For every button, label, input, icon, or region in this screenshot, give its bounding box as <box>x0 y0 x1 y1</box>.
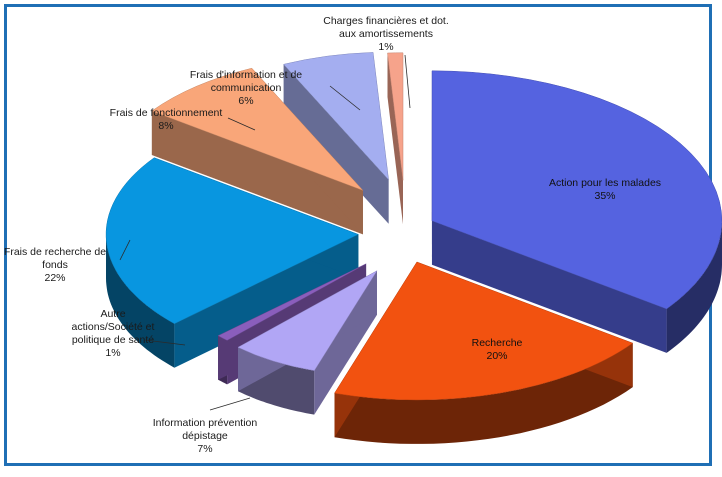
slice-action-pour-les-malades <box>431 70 722 310</box>
label-line: Recherche <box>472 337 523 349</box>
slice-rim-recherche <box>334 343 633 444</box>
label-action-pour-les-malades: Action pour les malades 35% <box>549 177 661 202</box>
label-frais-de-fonctionnement: Frais de fonctionnement 8% <box>110 107 223 132</box>
slice-charges-financieres-et-dot-aux-amortissements <box>387 52 404 181</box>
slice-rim-frais-de-recherche-de-fonds <box>106 234 175 368</box>
slice-tops <box>105 52 722 401</box>
leader-charges-financieres-et-dot-aux-amortissements <box>404 54 411 109</box>
label-line: 8% <box>158 120 173 132</box>
leader-frais-d-information-et-de-communication <box>329 85 361 111</box>
leader-information-prevention-depistage <box>209 397 251 411</box>
label-autre-actions-societe-et-politique-de-sante: Autre actions/Société et politique de sant… <box>72 308 155 359</box>
slice-frais-d-information-et-de-communication <box>283 52 389 181</box>
label-frais-de-recherche-de-fonds: Frais de recherche de fonds 22% <box>4 246 106 284</box>
label-line: 1% <box>105 347 120 359</box>
slice-wall-frais-de-fonctionnement-0 <box>151 111 363 235</box>
slice-frais-de-fonctionnement <box>151 67 364 191</box>
label-recherche: Recherche 20% <box>472 337 523 362</box>
label-line: Charges financières et dot. <box>323 15 449 27</box>
label-line: Information prévention <box>153 417 258 429</box>
slice-information-prevention-depistage <box>237 270 378 371</box>
slice-wall-action-pour-les-malades-1 <box>431 220 667 353</box>
label-line: actions/Société et <box>72 321 155 333</box>
label-line: 6% <box>238 95 253 107</box>
label-line: Frais d'information et de <box>190 69 302 81</box>
label-line: Frais de recherche de <box>4 246 106 258</box>
label-line: politique de santé <box>72 334 154 346</box>
label-line: fonds <box>42 259 68 271</box>
slice-autre-actions-societe-et-politique-de-sante <box>217 263 367 341</box>
label-information-prevention-depistage: Information prévention dépistage 7% <box>153 417 258 455</box>
label-line: Frais de fonctionnement <box>110 107 223 119</box>
slice-labels: Action pour les malades 35% Recherche 20% In… <box>4 15 661 455</box>
slice-rim-action-pour-les-malades <box>666 220 722 353</box>
slice-recherche <box>334 261 634 401</box>
label-line: 1% <box>378 41 393 53</box>
label-line: 22% <box>44 272 65 284</box>
leader-lines <box>119 54 411 411</box>
label-line: 35% <box>594 190 615 202</box>
slice-wall-charges-financieres-et-dot-aux-amortissements-0 <box>387 53 404 225</box>
label-line: 7% <box>197 443 212 455</box>
leader-frais-de-fonctionnement <box>227 117 256 131</box>
label-line: Action pour les malades <box>549 177 661 189</box>
label-line: Autre <box>100 308 125 320</box>
label-frais-d-information-et-de-communication: Frais d'information et de communication 6% <box>190 69 302 107</box>
label-charges-financieres-et-dot-aux-amortissements: Charges financières et dot. aux amortisse… <box>323 15 449 53</box>
slice-wall-frais-d-information-et-de-communication-0 <box>283 64 389 224</box>
label-line: dépistage <box>182 430 228 442</box>
slice-frais-de-recherche-de-fonds <box>105 157 359 324</box>
label-line: 20% <box>486 350 507 362</box>
label-line: communication <box>211 82 282 94</box>
leader-frais-de-recherche-de-fonds <box>119 239 131 261</box>
leader-autre-actions-societe-et-politique-de-sante <box>144 339 186 346</box>
label-line: aux amortissements <box>339 28 433 40</box>
